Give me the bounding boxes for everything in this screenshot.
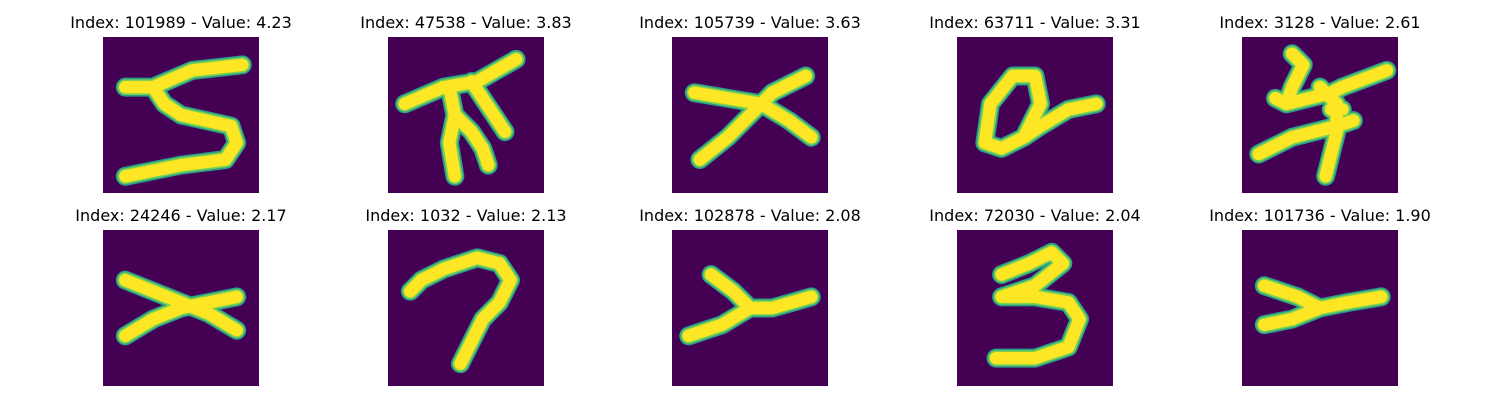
x-glyph (115, 270, 247, 346)
panel-title: Index: 72030 - Value: 2.04 (929, 206, 1141, 225)
panel-title: Index: 1032 - Value: 2.13 (365, 206, 567, 225)
panel-title: Index: 105739 - Value: 3.63 (639, 13, 861, 32)
y-image (1242, 230, 1398, 386)
panel-title: Index: 3128 - Value: 2.61 (1219, 13, 1421, 32)
panel-title: Index: 101736 - Value: 1.90 (1209, 206, 1431, 225)
cross-glyph (684, 66, 821, 170)
panel-title: Index: 47538 - Value: 3.83 (360, 13, 572, 32)
tree-glyph (395, 49, 526, 186)
panel-title: Index: 24246 - Value: 2.17 (75, 206, 287, 225)
digit-5-glyph (115, 55, 252, 186)
digit-3-glyph (986, 242, 1090, 368)
digit-3-image (957, 230, 1113, 386)
tree-image (388, 37, 544, 193)
scribble-image (1242, 37, 1398, 193)
y-image (672, 230, 828, 386)
panel-title: Index: 63711 - Value: 3.31 (929, 13, 1141, 32)
digit-5-image (103, 37, 259, 193)
digit-7-image (388, 230, 544, 386)
loop-glyph (975, 66, 1106, 158)
digit-7-glyph (400, 248, 521, 374)
loop-image (957, 37, 1113, 193)
y-glyph (1254, 276, 1391, 335)
panel-title: Index: 101989 - Value: 4.23 (70, 13, 292, 32)
y-glyph (679, 265, 821, 346)
scribble-glyph (1249, 44, 1397, 186)
x-image (103, 230, 259, 386)
cross-image (672, 37, 828, 193)
panel-title: Index: 102878 - Value: 2.08 (639, 206, 861, 225)
